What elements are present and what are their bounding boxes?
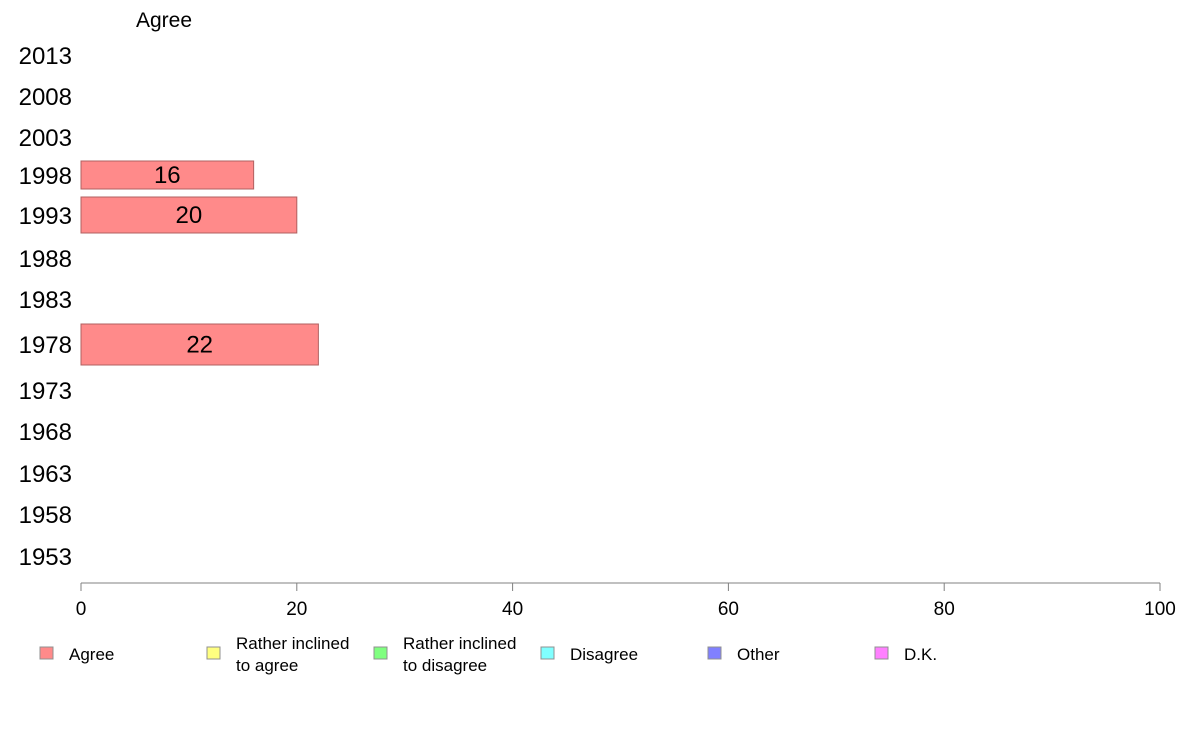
category-label: 1973	[19, 378, 72, 405]
bars: 16 20 22	[80, 160, 319, 366]
x-tick-label: 60	[718, 599, 739, 620]
category-label: 1978	[19, 332, 72, 359]
category-label: 1988	[19, 246, 72, 273]
category-label: 1983	[19, 287, 72, 314]
bar	[80, 196, 298, 234]
bar-value-label: 16	[154, 162, 181, 189]
legend-item: Rather inclined to disagree	[373, 634, 516, 675]
category-label: 1998	[19, 163, 72, 190]
legend-label: to disagree	[403, 656, 487, 675]
x-tick-label: 100	[1144, 599, 1176, 620]
legend-item: Agree	[39, 645, 114, 664]
category-label: 1953	[19, 544, 72, 571]
category-label: 1958	[19, 502, 72, 529]
legend-label: Rather inclined	[236, 634, 349, 653]
legend-label: Agree	[69, 645, 114, 664]
x-tick-label: 20	[286, 599, 307, 620]
category-label: 1993	[19, 203, 72, 230]
bar	[80, 160, 255, 190]
legend-label: to agree	[236, 656, 298, 675]
category-label: 2008	[19, 84, 72, 111]
series-title: Agree	[136, 9, 192, 32]
legend-swatch	[707, 646, 722, 660]
category-label: 1963	[19, 461, 72, 488]
legend-label: Disagree	[570, 645, 638, 664]
category-label: 2003	[19, 125, 72, 152]
x-tick-label: 0	[76, 599, 87, 620]
legend-item: Disagree	[540, 645, 638, 664]
bar	[80, 323, 319, 366]
bar-value-label: 22	[186, 332, 213, 359]
legend-swatch	[206, 646, 221, 660]
legend-item: Other	[707, 645, 780, 664]
category-label: 1968	[19, 419, 72, 446]
x-axis: 0 20 40 60 80 100	[76, 582, 1176, 620]
legend-swatch	[540, 646, 555, 660]
legend-label: Other	[737, 645, 780, 664]
bar-value-label: 20	[176, 202, 203, 229]
legend-item: D.K.	[874, 645, 937, 664]
x-tick-label: 80	[934, 599, 955, 620]
x-tick-label: 40	[502, 599, 523, 620]
legend-item: Rather inclined to agree	[206, 634, 349, 675]
legend-swatch	[373, 646, 388, 660]
legend-label: D.K.	[904, 645, 937, 664]
category-labels: 2013 2008 2003 1998 1993 1988 1983 1978 1973 1968…	[19, 43, 72, 571]
category-label: 2013	[19, 43, 72, 70]
legend-label: Rather inclined	[403, 634, 516, 653]
legend-swatch	[874, 646, 889, 660]
legend-swatch	[39, 646, 54, 660]
